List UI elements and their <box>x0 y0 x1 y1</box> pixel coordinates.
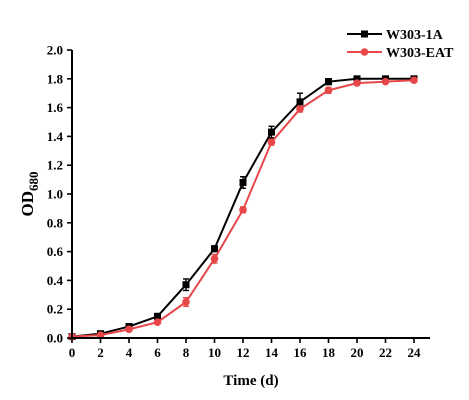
x-tick-label: 8 <box>183 345 190 360</box>
data-point <box>153 318 162 326</box>
series-w303-eat <box>68 76 418 341</box>
legend-swatch-marker <box>360 48 369 56</box>
y-tick-label: 1.6 <box>47 100 64 115</box>
y-tick-label: 1.8 <box>47 71 64 86</box>
y-tick-label: 0.4 <box>47 273 64 288</box>
data-point <box>268 128 275 136</box>
y-tick-label: 0.2 <box>47 302 63 317</box>
x-tick-label: 10 <box>208 345 221 360</box>
y-tick-label: 1.0 <box>47 187 63 202</box>
axes-layer <box>71 50 430 339</box>
data-point <box>182 298 190 306</box>
x-tick-label: 24 <box>408 345 422 360</box>
data-point <box>154 312 161 320</box>
y-tick-label: 1.2 <box>47 158 63 173</box>
x-tick-label: 20 <box>351 345 364 360</box>
data-point <box>267 138 276 146</box>
legend-label: W303-1A <box>386 28 444 43</box>
data-point <box>239 178 247 186</box>
y-tick-label: 2.0 <box>47 43 63 58</box>
x-tick-label: 22 <box>379 345 392 360</box>
series-layer <box>68 75 418 341</box>
legend-item: W303-1A <box>347 28 444 43</box>
x-tick-label: 2 <box>97 345 104 360</box>
y-tick-label: 0.8 <box>47 215 64 230</box>
x-tick-label: 12 <box>237 345 250 360</box>
x-tick-label: 18 <box>322 345 336 360</box>
data-point <box>381 77 390 86</box>
legend-item: W303-EAT <box>347 46 454 61</box>
y-axis-title: OD680 <box>18 172 41 217</box>
x-tick-label: 6 <box>154 345 161 360</box>
svg-text:OD680: OD680 <box>18 172 41 217</box>
y-tick-label: 0.0 <box>47 331 63 346</box>
x-axis-title: Time (d) <box>223 373 278 389</box>
y-tick-label: 0.6 <box>47 244 64 259</box>
ticks-layer: 0 2 4 6 8 10 12 14 16 18 20 22 240.00.20.40.60.81.01… <box>47 43 421 361</box>
data-point <box>211 245 218 253</box>
data-point <box>296 105 304 113</box>
data-point <box>182 281 190 289</box>
data-point <box>410 76 418 85</box>
data-point <box>125 325 133 334</box>
legend-swatch-marker <box>361 30 368 38</box>
data-point <box>325 78 332 86</box>
y-axis-title-main: OD <box>18 191 37 217</box>
legend-label: W303-EAT <box>386 46 454 61</box>
data-point <box>353 75 361 83</box>
x-tick-label: 16 <box>294 345 308 360</box>
data-point <box>239 206 247 214</box>
data-point <box>353 79 361 87</box>
y-tick-label: 1.4 <box>47 129 64 144</box>
data-point <box>210 254 219 263</box>
x-tick-label: 14 <box>265 345 279 360</box>
x-tick-label: 4 <box>126 345 133 360</box>
x-tick-label: 0 <box>69 345 76 360</box>
data-point <box>296 98 304 106</box>
data-point <box>324 86 333 95</box>
legend: W303-1A W303-EAT <box>347 28 454 61</box>
y-axis-title-subscript: 680 <box>26 172 41 192</box>
